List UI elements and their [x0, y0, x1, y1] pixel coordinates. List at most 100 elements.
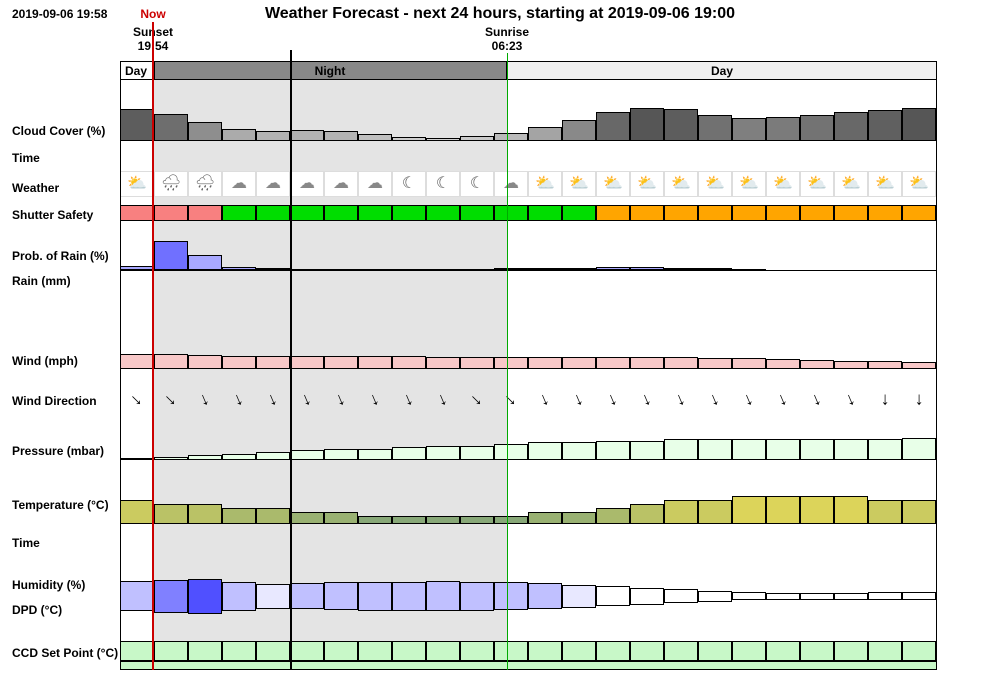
timestamp: 2019-09-06 19:58	[12, 7, 108, 21]
wind-bar	[664, 357, 698, 369]
temp-bar	[188, 504, 222, 524]
label-temperature: Temperature (°C)	[12, 498, 109, 512]
humidity-bar	[630, 587, 664, 605]
label-shutter-safety: Shutter Safety	[12, 208, 94, 222]
temp-bar	[698, 500, 732, 524]
cloud-bar	[426, 138, 460, 141]
ccd-bottom-strip	[120, 661, 937, 670]
ccd-cell	[392, 641, 426, 661]
shutter-cell	[902, 205, 936, 221]
ccd-cell	[120, 641, 154, 661]
ccd-cell	[630, 641, 664, 661]
ccd-cell	[358, 641, 392, 661]
temp-bar	[834, 496, 868, 524]
cloud-bar	[596, 112, 630, 141]
shutter-cell	[732, 205, 766, 221]
period-day-right: Day	[710, 64, 734, 78]
shutter-cell	[290, 205, 324, 221]
label-wind-direction: Wind Direction	[12, 394, 97, 408]
moon-icon: ☾	[426, 171, 460, 197]
humidity-bar	[460, 581, 494, 611]
humidity-bar	[222, 581, 256, 611]
shutter-cell	[392, 205, 426, 221]
label-rain-mm: Rain (mm)	[12, 274, 71, 288]
temp-bar	[562, 512, 596, 524]
period-bar-night	[154, 61, 507, 80]
ccd-cell	[562, 641, 596, 661]
ccd-cell	[460, 641, 494, 661]
grid-left-border	[120, 61, 121, 670]
pressure-bar	[256, 452, 290, 460]
rain-prob-bar	[494, 268, 528, 270]
temp-bar	[460, 516, 494, 524]
pressure-bar	[324, 449, 358, 460]
ccd-cell	[868, 641, 902, 661]
pressure-bar	[664, 439, 698, 460]
wind-arrow-icon: ↑	[880, 391, 890, 411]
temp-bar	[528, 512, 562, 524]
shutter-cell	[698, 205, 732, 221]
partly-cloudy-sun-icon: ⛅	[120, 171, 154, 197]
temp-bar	[630, 504, 664, 524]
pressure-bar	[426, 446, 460, 460]
midnight-line	[290, 50, 292, 670]
temp-bar	[154, 504, 188, 524]
rain-prob-bar	[154, 241, 188, 270]
partly-cloudy-sun-icon: ⛅	[528, 171, 562, 197]
rain-prob-bar	[188, 255, 222, 270]
rain-cloud-icon: 🌧	[188, 171, 222, 197]
cloud-bar	[324, 131, 358, 141]
pressure-bar	[902, 438, 936, 460]
wind-bar	[358, 356, 392, 369]
humidity-bar	[154, 579, 188, 613]
label-rain-prob: Prob. of Rain (%)	[12, 249, 109, 263]
temp-bar	[392, 516, 426, 524]
ccd-cell	[426, 641, 460, 661]
pressure-bar	[358, 449, 392, 460]
partly-cloudy-sun-icon: ⛅	[698, 171, 732, 197]
humidity-bar	[120, 581, 154, 611]
cloud-bar	[766, 117, 800, 141]
wind-arrow-icon: ↑	[774, 390, 792, 412]
pressure-bar	[868, 439, 902, 460]
rain-prob-bar	[630, 267, 664, 270]
pressure-bar	[222, 454, 256, 460]
label-weather: Weather	[12, 181, 60, 195]
pressure-bar	[834, 439, 868, 460]
humidity-bar	[494, 582, 528, 610]
pressure-bar	[392, 447, 426, 460]
ccd-cell	[732, 641, 766, 661]
cloud-bar	[868, 110, 902, 141]
ccd-cell	[902, 641, 936, 661]
humidity-bar	[188, 578, 222, 614]
humidity-bar	[596, 586, 630, 606]
partly-cloudy-moon-icon: ☁	[324, 171, 358, 197]
wind-bar	[222, 356, 256, 369]
pressure-bar	[732, 439, 766, 460]
humidity-bar	[392, 581, 426, 611]
rain-prob-bar	[664, 268, 698, 270]
wind-arrow-icon: ↑	[126, 390, 148, 412]
pressure-bar	[120, 458, 154, 460]
wind-arrow-icon: ↑	[536, 390, 554, 412]
cloud-bar	[188, 122, 222, 141]
wind-bar	[868, 361, 902, 369]
partly-cloudy-moon-icon: ☁	[222, 171, 256, 197]
humidity-bar	[664, 589, 698, 603]
ccd-cell	[256, 641, 290, 661]
ccd-cell	[698, 641, 732, 661]
ccd-cell	[766, 641, 800, 661]
pressure-bar	[766, 439, 800, 460]
wind-bar	[528, 357, 562, 369]
pressure-bar	[188, 455, 222, 460]
humidity-bar	[562, 584, 596, 608]
wind-bar	[494, 357, 528, 369]
shutter-cell	[188, 205, 222, 221]
shutter-cell	[256, 205, 290, 221]
shutter-cell	[494, 205, 528, 221]
wind-bar	[154, 354, 188, 369]
pressure-bar	[800, 439, 834, 460]
wind-bar	[392, 356, 426, 369]
wind-bar	[596, 357, 630, 369]
humidity-bar	[528, 583, 562, 609]
